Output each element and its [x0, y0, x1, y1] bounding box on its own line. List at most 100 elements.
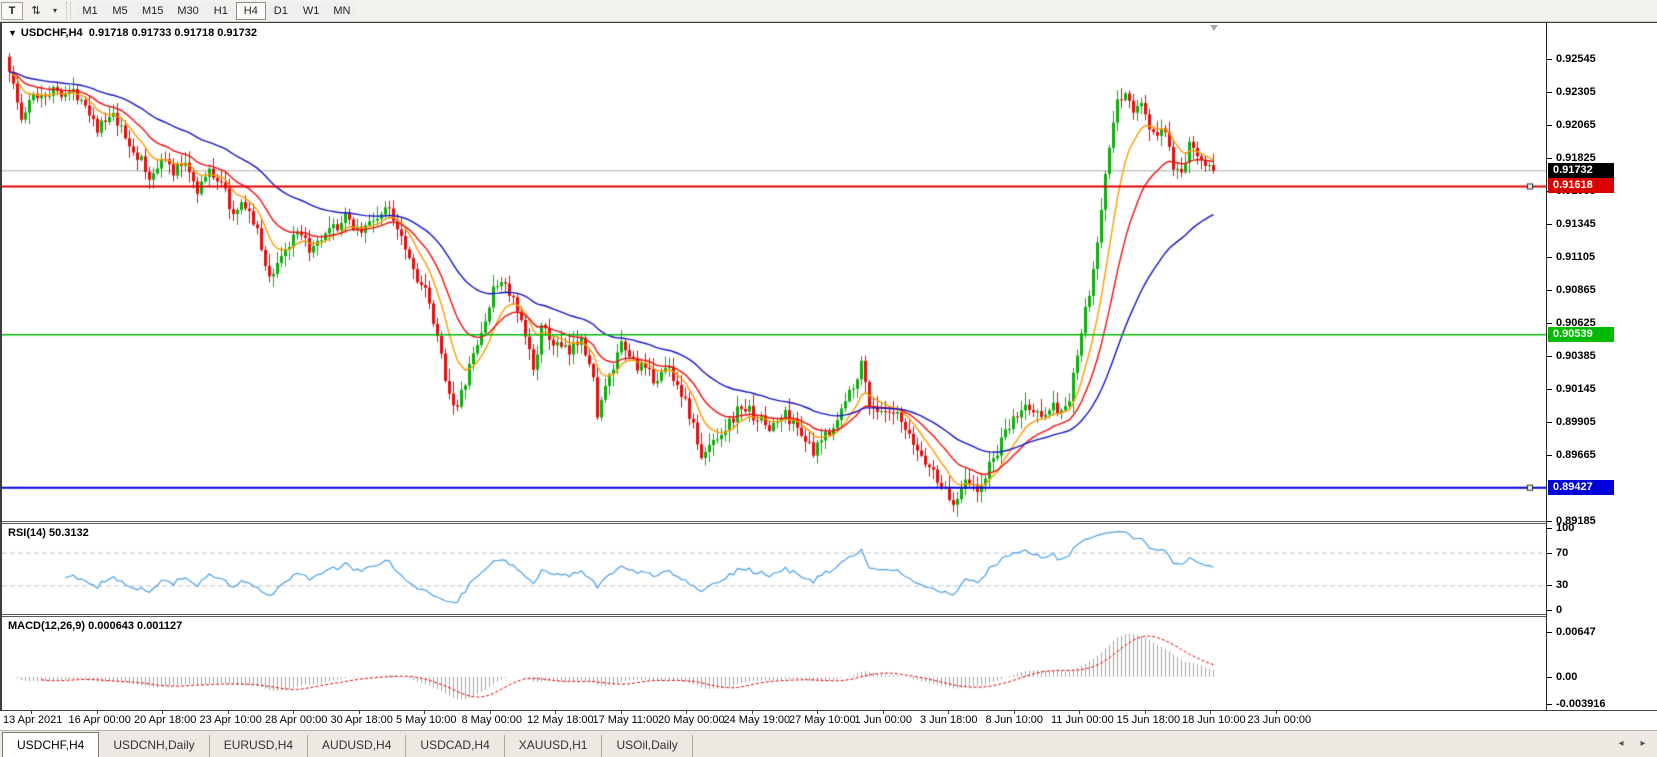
tab-usdcad-h4[interactable]: USDCAD,H4	[406, 735, 505, 757]
date-tick-mark	[555, 711, 556, 714]
axis-tick-mark	[1547, 356, 1552, 357]
date-label: 13 Apr 2021	[3, 714, 63, 726]
tab-scroll-left-icon[interactable]: ◂	[1618, 738, 1624, 749]
date-label: 23 Jun 00:00	[1247, 714, 1312, 726]
date-tick-mark	[31, 711, 32, 714]
pane-divider[interactable]	[2, 614, 1546, 617]
tab-scroll-right-icon[interactable]: ▸	[1640, 738, 1646, 749]
date-tick-mark	[489, 711, 491, 714]
date-label: 15 Jun 18:00	[1116, 714, 1181, 726]
date-tick-mark	[817, 711, 818, 714]
date-label: 12 May 18:00	[527, 714, 594, 726]
cycle-tool-icon[interactable]: ⇅	[25, 2, 47, 20]
timeframe-button-mn[interactable]: MN	[326, 1, 358, 20]
timeframe-button-m30[interactable]: M30	[170, 1, 206, 20]
date-label: 8 May 00:00	[461, 714, 523, 726]
pane-divider[interactable]	[2, 521, 1546, 524]
axis-tick-mark	[1547, 521, 1552, 522]
tab-usoil-daily[interactable]: USOil,Daily	[602, 735, 693, 757]
text-tool-button[interactable]: T	[1, 1, 23, 20]
rsi-tick-label: 70	[1556, 547, 1569, 559]
price-axis[interactable]: 0.925450.923050.920650.918250.915850.913…	[1546, 23, 1657, 711]
axis-tick-mark	[1547, 704, 1552, 705]
collapse-triangle-icon[interactable]: ▼	[8, 28, 17, 38]
timeframe-button-m5[interactable]: M5	[105, 1, 135, 20]
axis-tick-mark	[1547, 585, 1552, 586]
rsi-tick-label: 100	[1556, 522, 1575, 534]
axis-tick-mark	[1547, 92, 1552, 93]
date-tick-mark	[686, 711, 687, 714]
axis-tick-mark	[1547, 290, 1552, 291]
toolbar-separator	[66, 1, 71, 20]
date-tick-mark	[1210, 711, 1211, 714]
price-tick-label: 0.90625	[1556, 317, 1596, 329]
date-tick-mark	[162, 711, 163, 714]
date-tick-mark	[948, 711, 949, 714]
tab-audusd-h4[interactable]: AUDUSD,H4	[308, 735, 407, 757]
price-tick-label: 0.90385	[1556, 350, 1596, 362]
axis-tick-mark	[1547, 224, 1552, 225]
axis-tick-mark	[1547, 528, 1552, 529]
date-label: 27 May 10:00	[789, 714, 856, 726]
chart-window: ▼ USDCHF,H4 0.91718 0.91733 0.91718 0.917…	[0, 22, 1657, 711]
date-label: 3 Jun 18:00	[920, 714, 978, 726]
date-tick-mark	[751, 711, 753, 714]
axis-tick-mark	[1547, 125, 1552, 126]
price-tick-label: 0.89905	[1556, 416, 1596, 428]
date-label: 23 Apr 10:00	[199, 714, 262, 726]
price-tick-label: 0.92545	[1556, 53, 1596, 65]
axis-tick-mark	[1547, 389, 1552, 390]
axis-tick-mark	[1547, 158, 1552, 159]
chart-title: ▼ USDCHF,H4 0.91718 0.91733 0.91718 0.917…	[8, 27, 257, 39]
axis-tick-mark	[1547, 59, 1552, 60]
macd-indicator-canvas[interactable]	[2, 617, 1546, 711]
macd-tick-label: 0.00	[1556, 671, 1578, 683]
timeframe-button-h4[interactable]: H4	[235, 1, 266, 20]
price-tick-label: 0.89665	[1556, 449, 1596, 461]
tab-eurusd-h4[interactable]: EURUSD,H4	[210, 735, 309, 757]
date-label: 5 May 10:00	[396, 714, 457, 726]
support-line-badge: 0.89427	[1548, 480, 1614, 495]
current-price-badge: 0.91732	[1548, 163, 1614, 178]
price-tick-label: 0.91345	[1556, 218, 1596, 230]
chevron-down-icon[interactable]: ▾	[49, 2, 61, 20]
date-label: 24 May 19:00	[723, 714, 791, 726]
macd-pane: MACD(12,26,9) 0.000643 0.001127	[2, 617, 1546, 711]
date-tick-mark	[1275, 711, 1277, 714]
rsi-pane: RSI(14) 50.3132	[2, 524, 1546, 614]
timeframe-button-h1[interactable]: H1	[205, 1, 236, 20]
tab-xauusd-h1[interactable]: XAUUSD,H1	[505, 735, 603, 757]
tab-usdchf-h4[interactable]: USDCHF,H4	[2, 732, 100, 757]
date-tick-mark	[96, 711, 98, 714]
symbol-period-label: USDCHF,H4	[20, 27, 83, 39]
time-axis[interactable]: 13 Apr 2021 16 Apr 00:00 20 Apr 18:00 23 Ap…	[0, 710, 1657, 730]
timeframe-button-w1[interactable]: W1	[295, 1, 327, 20]
macd-tick-label: -0.003916	[1556, 698, 1606, 710]
rsi-indicator-canvas[interactable]	[2, 524, 1546, 614]
axis-tick-mark	[1547, 455, 1552, 456]
chart-shift-marker-icon[interactable]	[1210, 25, 1218, 31]
tab-usdcnh-daily[interactable]: USDCNH,Daily	[99, 735, 210, 757]
axis-tick-mark	[1547, 610, 1552, 611]
rsi-tick-label: 30	[1556, 579, 1569, 591]
timeframe-button-d1[interactable]: D1	[265, 1, 296, 20]
date-tick-mark	[1013, 711, 1015, 714]
chart-tab-bar: USDCHF,H4 USDCNH,Daily EURUSD,H4 AUDUSD,H4 U…	[0, 730, 1657, 757]
price-tick-label: 0.92305	[1556, 86, 1596, 98]
date-label: 30 Apr 18:00	[330, 714, 393, 726]
chart-panes: ▼ USDCHF,H4 0.91718 0.91733 0.91718 0.917…	[2, 23, 1546, 711]
rsi-label: RSI(14) 50.3132	[8, 527, 89, 539]
timeframe-button-m1[interactable]: M1	[75, 1, 105, 20]
date-label: 20 May 00:00	[658, 714, 725, 726]
price-tick-label: 0.89185	[1556, 515, 1596, 527]
price-chart-canvas[interactable]	[2, 23, 1546, 521]
date-label: 11 Jun 00:00	[1051, 714, 1114, 726]
price-tick-label: 0.90145	[1556, 383, 1596, 395]
timeframe-button-m15[interactable]: M15	[135, 1, 171, 20]
date-label: 17 May 11:00	[592, 714, 659, 726]
resistance-line-badge: 0.91618	[1548, 178, 1614, 193]
date-label: 20 Apr 18:00	[134, 714, 197, 726]
axis-tick-mark	[1547, 632, 1552, 633]
date-tick-mark	[227, 711, 229, 714]
rsi-tick-label: 0	[1556, 604, 1563, 616]
